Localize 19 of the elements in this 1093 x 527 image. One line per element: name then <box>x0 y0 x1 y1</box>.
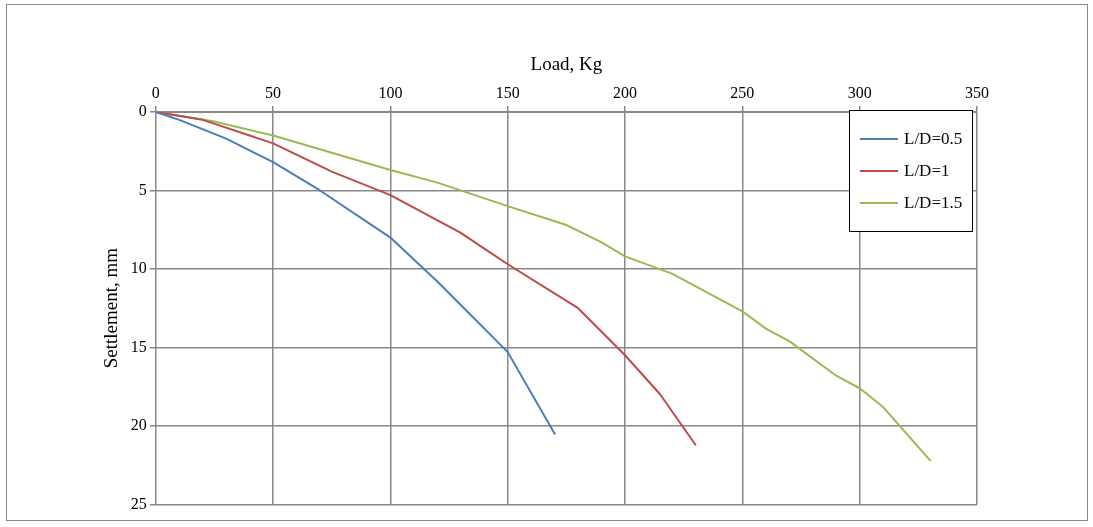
y-tick-label: 5 <box>138 180 147 198</box>
x-tick-label: 300 <box>847 83 872 101</box>
legend-label: L/D=0.5 <box>904 129 963 149</box>
y-tick-label: 20 <box>130 416 147 434</box>
y-tick-label: 15 <box>130 337 147 355</box>
x-tick-label: 150 <box>495 83 520 101</box>
x-tick-label: 250 <box>730 83 755 101</box>
legend-label: L/D=1 <box>904 161 950 181</box>
x-tick-label: 100 <box>378 83 403 101</box>
x-axis-title: Load, Kg <box>530 53 603 75</box>
x-tick-label: 50 <box>265 83 282 101</box>
x-tick-label: 0 <box>151 83 160 101</box>
y-tick-label: 10 <box>130 259 147 277</box>
x-tick-label: 350 <box>965 83 989 101</box>
legend-label: L/D=1.5 <box>904 193 963 213</box>
x-tick-label: 200 <box>613 83 638 101</box>
y-tick-label: 25 <box>130 494 147 512</box>
y-tick-label: 0 <box>138 102 147 120</box>
y-axis-title: Settlement, mm <box>100 247 122 369</box>
